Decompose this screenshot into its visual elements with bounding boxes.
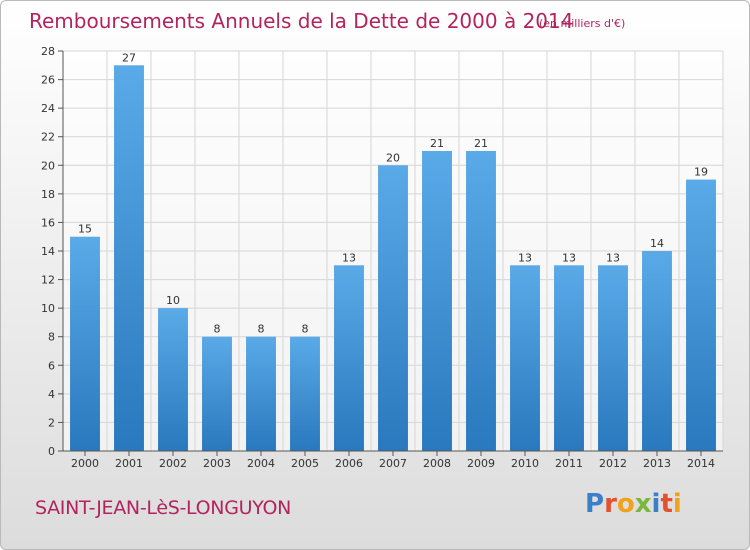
x-tick-label: 2009 bbox=[467, 457, 495, 470]
x-tick-label: 2005 bbox=[291, 457, 319, 470]
bar-2000 bbox=[70, 236, 100, 451]
bar-2005 bbox=[290, 336, 320, 451]
data-label-2006: 13 bbox=[342, 251, 356, 264]
data-label-2007: 20 bbox=[386, 151, 400, 164]
x-tick-label: 2004 bbox=[247, 457, 275, 470]
y-tick-label: 4 bbox=[48, 388, 55, 401]
y-tick-label: 28 bbox=[41, 45, 55, 58]
bar-2009 bbox=[466, 151, 496, 451]
data-label-2003: 8 bbox=[214, 323, 221, 336]
commune-name: SAINT-JEAN-LèS-LONGUYON bbox=[35, 497, 292, 519]
x-tick-label: 2008 bbox=[423, 457, 451, 470]
data-label-2005: 8 bbox=[302, 323, 309, 336]
y-tick-label: 16 bbox=[41, 216, 55, 229]
x-tick-label: 2002 bbox=[159, 457, 187, 470]
y-tick-label: 14 bbox=[41, 245, 55, 258]
bars: 15 27 10 8 8 8 13 20 21 21 13 13 13 14 19 bbox=[70, 51, 716, 452]
data-label-2001: 27 bbox=[122, 51, 136, 64]
x-tick-label: 2007 bbox=[379, 457, 407, 470]
y-tick-label: 20 bbox=[41, 159, 55, 172]
x-tick-label: 2012 bbox=[599, 457, 627, 470]
x-tick-label: 2013 bbox=[643, 457, 671, 470]
bar-2003 bbox=[202, 336, 232, 451]
bar-2012 bbox=[598, 265, 628, 451]
chart-subtitle: (en milliers d'€) bbox=[539, 17, 626, 30]
data-label-2008: 21 bbox=[430, 137, 444, 150]
x-tick-label: 2010 bbox=[511, 457, 539, 470]
data-label-2002: 10 bbox=[166, 294, 180, 307]
y-tick-label: 10 bbox=[41, 302, 55, 315]
data-label-2009: 21 bbox=[474, 137, 488, 150]
y-tick-label: 18 bbox=[41, 188, 55, 201]
x-tick-label: 2014 bbox=[687, 457, 715, 470]
x-tick-label: 2011 bbox=[555, 457, 583, 470]
data-label-2014: 19 bbox=[694, 166, 708, 179]
y-tick-label: 22 bbox=[41, 131, 55, 144]
x-tick-label: 2001 bbox=[115, 457, 143, 470]
data-label-2012: 13 bbox=[606, 251, 620, 264]
data-label-2004: 8 bbox=[258, 323, 265, 336]
bar-2002 bbox=[158, 308, 188, 451]
data-label-2010: 13 bbox=[518, 251, 532, 264]
bar-2010 bbox=[510, 265, 540, 451]
bar-2006 bbox=[334, 265, 364, 451]
y-tick-label: 0 bbox=[48, 445, 55, 458]
bar-2001 bbox=[114, 65, 144, 452]
data-label-2013: 14 bbox=[650, 237, 664, 250]
data-label-2011: 13 bbox=[562, 251, 576, 264]
x-tick-label: 2006 bbox=[335, 457, 363, 470]
x-tick-label: 2000 bbox=[71, 457, 99, 470]
bar-2008 bbox=[422, 151, 452, 451]
bar-2004 bbox=[246, 336, 276, 451]
bar-2007 bbox=[378, 165, 408, 452]
y-tick-label: 26 bbox=[41, 74, 55, 87]
bar-2013 bbox=[642, 251, 672, 451]
data-label-2000: 15 bbox=[78, 223, 92, 236]
bar-2011 bbox=[554, 265, 584, 451]
x-tick-label: 2003 bbox=[203, 457, 231, 470]
chart-title: Remboursements Annuels de la Dette de 20… bbox=[29, 9, 574, 33]
y-tick-label: 6 bbox=[48, 359, 55, 372]
y-tick-label: 8 bbox=[48, 331, 55, 344]
y-tick-label: 12 bbox=[41, 274, 55, 287]
proxiti-logo: Proxiti bbox=[585, 489, 682, 519]
y-tick-label: 2 bbox=[48, 416, 55, 429]
y-tick-label: 24 bbox=[41, 102, 55, 115]
bar-2014 bbox=[686, 179, 716, 452]
